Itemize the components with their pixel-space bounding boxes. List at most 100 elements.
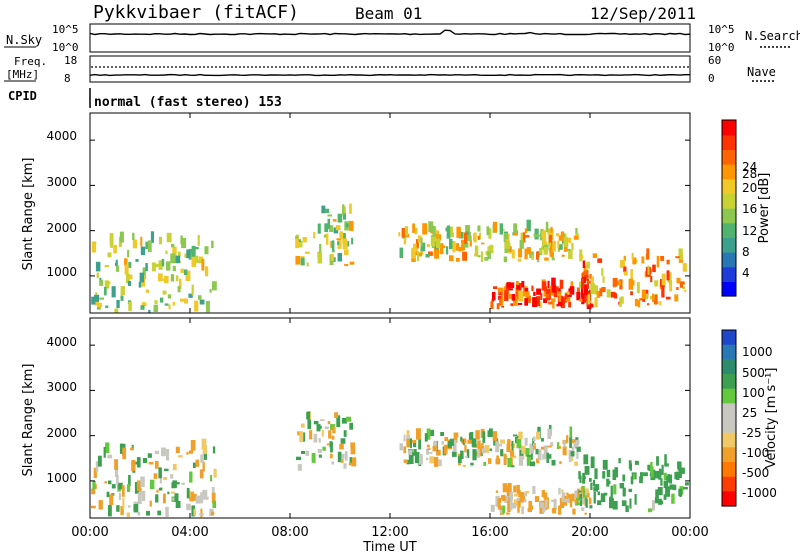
- nsky-tick-top: 10^5: [52, 23, 79, 36]
- power-cell: [351, 237, 354, 245]
- velocity-cell: [561, 489, 564, 493]
- velocity-cell: [502, 483, 508, 493]
- power-cell: [467, 231, 471, 241]
- power-cell: [619, 263, 625, 268]
- power-cell: [510, 282, 515, 288]
- power-cell: [526, 247, 531, 255]
- velocity-cell: [592, 479, 595, 487]
- freq-label: Freq.: [14, 55, 47, 68]
- power-cell: [623, 255, 626, 261]
- power-cell: [195, 255, 199, 264]
- power-cell: [295, 234, 300, 237]
- power-cbar-swatch: [722, 193, 736, 209]
- power-cell: [439, 243, 444, 255]
- velocity-cell: [526, 456, 531, 466]
- velocity-cell: [351, 457, 357, 467]
- velocity-cell: [594, 468, 598, 479]
- power-cell: [558, 244, 563, 250]
- power-cell: [430, 235, 436, 247]
- power-cbar-swatch: [722, 266, 736, 282]
- velocity-cell: [349, 422, 354, 430]
- power-cell: [487, 246, 490, 252]
- velocity-cbar-label: Velocity [m s⁻¹]: [764, 368, 779, 469]
- power-cell: [549, 245, 554, 257]
- velocity-cell: [149, 500, 152, 507]
- power-cell: [413, 243, 417, 252]
- power-cell: [435, 230, 438, 234]
- power-cell: [558, 288, 561, 294]
- power-cell: [194, 247, 199, 250]
- power-cell: [171, 243, 175, 248]
- velocity-cell: [600, 493, 606, 502]
- power-cell: [513, 295, 518, 306]
- velocity-cell: [472, 449, 477, 461]
- power-cell: [550, 228, 554, 240]
- velocity-cell: [137, 511, 141, 516]
- power-cell: [329, 225, 334, 232]
- velocity-cbar-swatch: [722, 403, 736, 419]
- power-heatmap: [91, 203, 687, 313]
- velocity-cell: [469, 432, 474, 441]
- power-cell: [97, 302, 102, 308]
- velocity-cell: [651, 466, 654, 478]
- velocity-cell: [171, 491, 176, 494]
- power-cell: [342, 240, 348, 250]
- power-cell: [94, 294, 99, 302]
- power-cell: [348, 220, 354, 231]
- velocity-cell: [426, 457, 429, 461]
- velocity-cell: [140, 476, 145, 488]
- power-cell: [490, 301, 494, 309]
- power-cell: [555, 233, 560, 237]
- power-cell: [191, 256, 197, 267]
- velocity-cbar-tick: -25: [742, 426, 762, 440]
- power-cell: [188, 293, 193, 298]
- power-panel: 4000 3000 2000 1000 Slant Range [km] 28 …: [21, 112, 772, 314]
- power-cell: [463, 243, 469, 247]
- velocity-cell: [302, 432, 306, 442]
- velocity-cell: [569, 436, 572, 449]
- velocity-cell: [577, 488, 580, 499]
- freq-frame: [89, 55, 691, 83]
- velocity-cell: [337, 451, 342, 463]
- x-tick: 20:00: [571, 525, 608, 540]
- power-cell: [175, 255, 181, 264]
- velocity-cell: [677, 461, 682, 471]
- velocity-cell: [464, 444, 467, 453]
- power-colorbar-frame: [721, 119, 737, 297]
- power-cell: [313, 231, 316, 239]
- velocity-cell: [204, 454, 207, 460]
- velocity-cell: [606, 469, 611, 478]
- velocity-cell: [186, 451, 189, 455]
- power-cell: [96, 272, 99, 279]
- power-cell: [567, 249, 571, 251]
- velocity-cell: [118, 492, 121, 500]
- velocity-cell: [155, 494, 159, 503]
- power-cell: [180, 298, 185, 302]
- power-cell: [116, 300, 120, 309]
- power-cell: [493, 286, 498, 290]
- velocity-cell: [525, 448, 530, 457]
- power-cell: [132, 239, 137, 249]
- velocity-cell: [509, 499, 513, 511]
- velocity-cell: [639, 476, 643, 484]
- velocity-cbar-swatch: [722, 418, 736, 434]
- velocity-cell: [495, 495, 500, 507]
- power-cell: [177, 251, 181, 257]
- velocity-cell: [444, 437, 448, 441]
- power-cell: [416, 239, 419, 249]
- velocity-cell: [105, 442, 110, 453]
- velocity-cell: [175, 446, 180, 454]
- velocity-cell: [339, 453, 345, 459]
- velocity-cell: [202, 461, 205, 472]
- power-cell: [211, 240, 214, 249]
- velocity-cell: [583, 454, 589, 465]
- velocity-cell: [551, 499, 555, 502]
- power-cell: [507, 251, 512, 254]
- velocity-cell: [202, 445, 207, 456]
- velocity-cell: [517, 506, 520, 513]
- velocity-cell: [502, 494, 506, 502]
- power-cell: [170, 274, 174, 282]
- power-cell: [637, 300, 641, 308]
- power-cell: [525, 235, 530, 238]
- power-cell: [503, 256, 507, 263]
